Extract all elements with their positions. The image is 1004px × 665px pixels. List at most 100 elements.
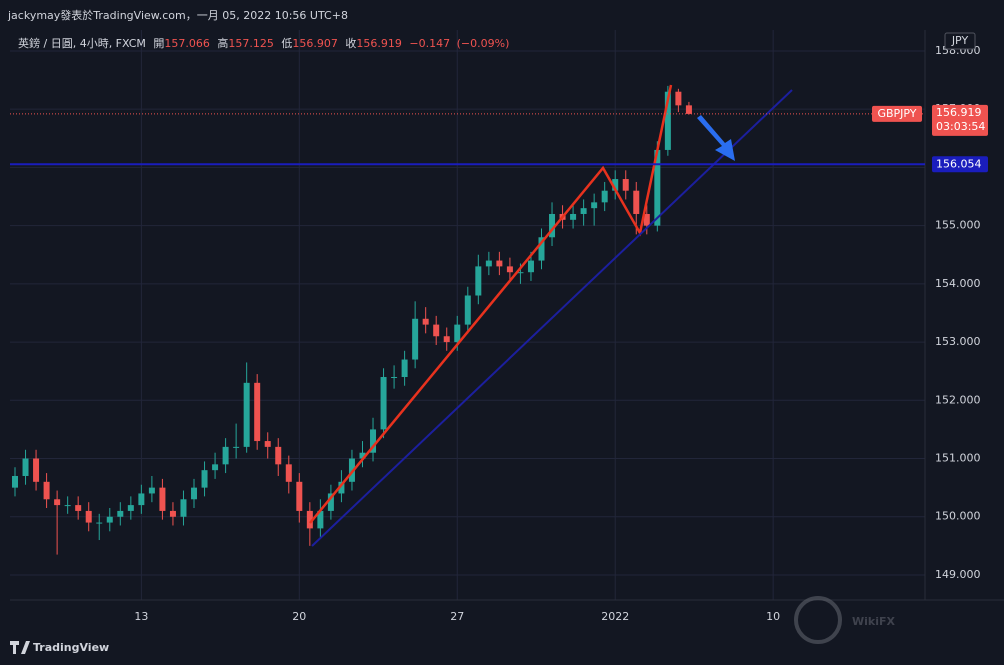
y-tick-label: 151.000 bbox=[935, 452, 981, 465]
ohlc-label: 低 bbox=[281, 37, 292, 50]
candle-body bbox=[443, 336, 450, 343]
hline-price-box bbox=[932, 156, 988, 173]
y-tick-label: 150.000 bbox=[935, 510, 981, 523]
candle-body bbox=[233, 446, 240, 448]
candle-body bbox=[591, 202, 598, 209]
candle-body bbox=[517, 272, 524, 274]
ticker-box bbox=[872, 105, 922, 122]
candle-body bbox=[422, 318, 429, 325]
candle-body bbox=[664, 91, 671, 150]
tv-logo bbox=[10, 641, 30, 654]
ohlc-label: 開 bbox=[153, 37, 164, 50]
candle-body bbox=[464, 295, 471, 325]
candle-body bbox=[159, 487, 166, 511]
ohlc-label: 收 bbox=[345, 36, 356, 50]
brand: TradingView bbox=[33, 641, 109, 654]
x-tick-label: 20 bbox=[292, 610, 306, 623]
candle-body bbox=[106, 516, 113, 523]
y-tick-label: 154.000 bbox=[935, 277, 981, 290]
candle-body bbox=[12, 475, 18, 488]
candle-body bbox=[275, 446, 282, 465]
candle-body bbox=[685, 105, 692, 114]
price-label: 156.919 bbox=[936, 106, 982, 119]
trend-line bbox=[311, 89, 793, 547]
candle-body bbox=[506, 266, 513, 273]
candle-body bbox=[191, 487, 198, 500]
candle-body bbox=[43, 481, 50, 500]
candle-body bbox=[64, 505, 71, 507]
y-tick-label: 153.000 bbox=[935, 335, 981, 348]
candle-body bbox=[306, 510, 313, 529]
candle-body bbox=[412, 318, 419, 360]
plot bbox=[12, 85, 692, 555]
currency-box bbox=[944, 32, 976, 50]
watermark: WikiFX bbox=[852, 615, 896, 628]
candle-body bbox=[117, 510, 124, 517]
ohlc-label: 高 bbox=[217, 36, 228, 50]
legend: 英鎊 / 日圓, 4小時, FXCM 開157.066 高157.125 低15… bbox=[18, 36, 509, 50]
header: jackymay發表於TradingView.com，一月 05, 2022 1… bbox=[7, 8, 348, 22]
candle-body bbox=[454, 324, 461, 343]
candle-body bbox=[485, 260, 492, 267]
candle-body bbox=[138, 493, 145, 506]
candle-body bbox=[212, 464, 219, 471]
y-tick-label: 152.000 bbox=[935, 393, 981, 406]
candle-body bbox=[496, 260, 503, 267]
candle-body bbox=[433, 324, 440, 337]
candle-body bbox=[612, 179, 619, 191]
y-tick-label: 149.000 bbox=[935, 568, 981, 581]
candle-body bbox=[201, 470, 208, 488]
candle-body bbox=[22, 458, 29, 476]
symbol: 英鎊 / 日圓, 4小時, FXCM bbox=[18, 36, 146, 50]
grid bbox=[10, 30, 925, 600]
candle-body bbox=[327, 493, 334, 511]
candle-body bbox=[180, 499, 187, 517]
x-tick-label: 27 bbox=[450, 610, 464, 623]
candle-body bbox=[169, 510, 176, 517]
candle-body bbox=[243, 382, 250, 447]
x-tick-label: 13 bbox=[134, 610, 148, 623]
x-tick-label: 10 bbox=[766, 610, 780, 623]
candle-body bbox=[570, 213, 577, 220]
candle-body bbox=[401, 359, 408, 378]
candle-body bbox=[54, 499, 61, 506]
candle-body bbox=[622, 179, 629, 191]
candle-body bbox=[96, 522, 103, 524]
ohlc-value: 156.919 bbox=[356, 37, 402, 50]
candle-body bbox=[580, 208, 587, 214]
watermark-logo bbox=[794, 596, 842, 644]
candle-body bbox=[380, 377, 387, 430]
candle-body bbox=[127, 505, 134, 511]
candle-body bbox=[75, 505, 82, 511]
candle-body bbox=[538, 237, 545, 261]
candle-body bbox=[359, 452, 366, 459]
candle-body bbox=[633, 190, 640, 214]
hline-price-label: 156.054 bbox=[936, 157, 982, 170]
candle-body bbox=[222, 446, 229, 465]
candle-body bbox=[654, 149, 661, 226]
candle-body bbox=[601, 190, 608, 203]
ticker: GBPJPY bbox=[877, 107, 916, 120]
candle-body bbox=[148, 487, 155, 494]
x-tick-label: 2022 bbox=[601, 610, 629, 623]
zigzag-drawing bbox=[309, 84, 673, 524]
countdown: 03:03:54 bbox=[936, 120, 985, 133]
candle-body bbox=[254, 382, 261, 442]
arrow bbox=[697, 115, 735, 161]
candle-body bbox=[527, 260, 534, 273]
change-pct: (−0.09%) bbox=[457, 37, 510, 50]
candle-body bbox=[285, 464, 292, 482]
candle-body bbox=[338, 481, 345, 494]
candle-body bbox=[317, 510, 324, 529]
ohlc-value: 157.066 bbox=[164, 37, 210, 50]
candle-body bbox=[296, 481, 303, 511]
candle-body bbox=[348, 458, 355, 482]
currency: JPY bbox=[951, 34, 969, 47]
candle-body bbox=[33, 458, 40, 482]
candle-body bbox=[549, 213, 556, 238]
change: −0.147 bbox=[409, 37, 450, 50]
